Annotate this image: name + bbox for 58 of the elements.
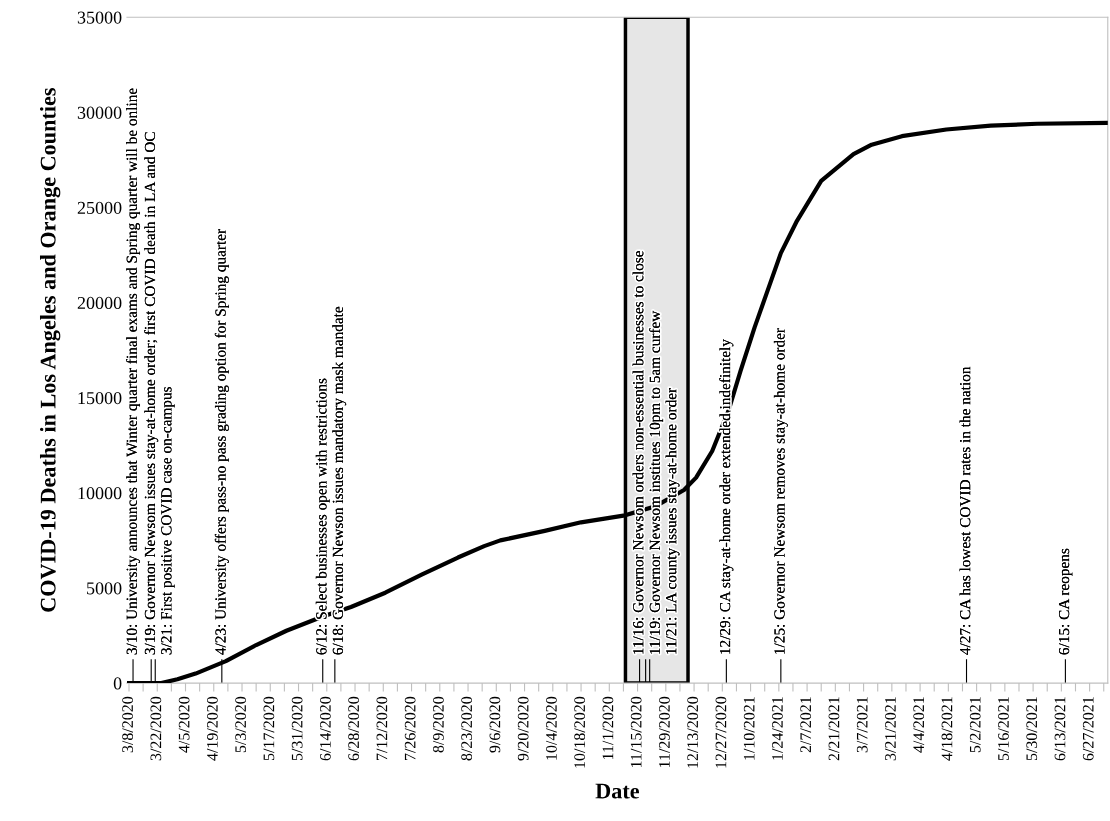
x-tick-label: 5/17/2020	[263, 696, 275, 761]
x-tick-label: 1/10/2021	[743, 697, 755, 760]
x-tick-label: 4/5/2020	[178, 696, 190, 753]
x-tick-label: 3/8/2020	[122, 696, 133, 753]
ref-line-label: 11/19: Governor Newsom institues 10pm to 5am curfew	[649, 310, 664, 654]
x-tick-label: 10/4/2020	[546, 696, 557, 760]
x-tick-label: 12/13/2020	[687, 696, 699, 768]
x-tick-label: 11/29/2020	[659, 696, 670, 768]
x-tick-label: 6/28/2020	[348, 696, 360, 761]
y-tick-label: 15000	[78, 391, 122, 405]
x-tick-label: 8/23/2020	[461, 696, 473, 761]
y-tick-label: 5000	[87, 582, 122, 595]
x-tick-label: 3/22/2020	[150, 696, 162, 761]
x-axis-title: Date	[595, 783, 640, 799]
x-tick-label: 4/18/2021	[941, 697, 953, 761]
y-axis-title: COVID-19 Deaths in Los Angeles and Orange Counties	[39, 88, 61, 612]
ref-line-label: 1/25: Governor Newsom removes stay-at-home order	[773, 328, 788, 654]
x-tick-label: 7/12/2020	[376, 696, 388, 760]
x-tick-label: 9/6/2020	[489, 696, 501, 753]
x-tick-label: 5/3/2020	[235, 696, 247, 753]
x-tick-label: 5/30/2021	[1026, 697, 1038, 761]
x-tick-label: 7/26/2020	[404, 696, 416, 760]
x-tick-label: 11/15/2020	[630, 696, 642, 768]
ref-line-label: 4/27: CA has lowest COVID rates in the nation	[959, 366, 971, 655]
x-tick-label: 5/2/2021	[969, 697, 981, 753]
y-tick-label: 25000	[77, 201, 122, 214]
x-tick-label: 2/21/2021	[828, 697, 840, 761]
ref-line-label: 3/19: Governor Newsom issues stay-at-home order; first COVID death in LA and OC	[144, 132, 159, 655]
x-tick-label: 4/19/2020	[206, 696, 218, 761]
ref-line-label: 6/12: Select businesses open with restrictions	[315, 378, 330, 655]
y-tick-label: 20000	[77, 296, 122, 310]
x-tick-label: 2/7/2021	[800, 697, 812, 753]
x-tick-label: 4/4/2021	[913, 697, 925, 753]
x-tick-label: 9/20/2020	[517, 696, 529, 761]
ref-line-label: 12/29: CA stay-at-home order extended indefinitely	[719, 339, 734, 654]
x-tick-label: 5/16/2021	[998, 697, 1009, 761]
x-tick-label: 6/13/2021	[1054, 697, 1066, 761]
x-tick-label: 12/27/2020	[715, 696, 727, 768]
ref-line-label: 11/21: LA county issues stay-at-home order	[665, 388, 680, 654]
x-tick-label: 8/9/2020	[433, 696, 444, 753]
x-tick-label: 1/24/2021	[772, 697, 783, 760]
ref-line-label: 4/23: University offers pass-no pass grading option for Spring quarter	[214, 229, 229, 655]
y-tick-label: 10000	[78, 487, 122, 500]
x-tick-label: 11/1/2020	[602, 696, 614, 760]
x-tick-label: 6/27/2021	[1082, 697, 1094, 761]
x-tick-label: 3/21/2021	[885, 697, 896, 761]
x-tick-label: 6/14/2020	[320, 696, 331, 761]
x-tick-label: 10/18/2020	[574, 696, 586, 768]
y-tick-label: 0	[113, 677, 122, 690]
y-tick-label: 35000	[77, 11, 122, 24]
y-tick-label: 30000	[77, 106, 122, 119]
ref-line-label: 3/10: University announces that Winter quarter final exams and Spring quarter will be online	[126, 88, 141, 655]
ref-line-label: 3/21: First positive COVID case on-campus	[161, 387, 175, 655]
ref-line-label: 6/15: CA reopens	[1058, 548, 1073, 655]
ref-line-label: 6/18: Governor Newson issues mandatory mask mandate	[332, 306, 347, 655]
x-tick-label: 3/7/2021	[856, 697, 868, 753]
ref-line-label: 11/16: Governor Newsom orders non-essential businesses to close	[632, 251, 644, 654]
x-tick-label: 5/31/2020	[291, 696, 303, 761]
